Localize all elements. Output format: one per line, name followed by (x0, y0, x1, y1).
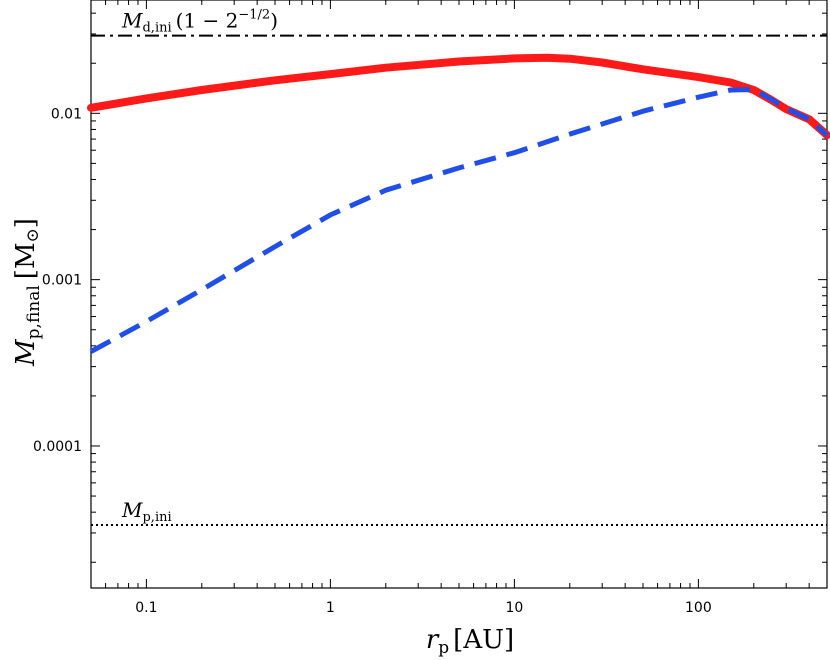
tick-labels: 0.1 1 10 100 0.0001 0.001 0.01 (33, 106, 712, 616)
series-lines (87, 53, 830, 354)
reference-label: Mp,ini (121, 498, 172, 525)
reference-lines (91, 34, 827, 526)
x-tick-label: 1 (326, 600, 335, 616)
y-axis-title: Mp,final[M⊙] (11, 218, 44, 367)
y-tick-label: 0.001 (42, 273, 82, 289)
annotations: Md,ini (1 − 2−1/2) Mp,ini (121, 8, 278, 525)
y-tick-label: 0.01 (51, 106, 82, 122)
x-tick-label: 0.1 (135, 600, 157, 616)
x-tick-label: 10 (505, 600, 523, 616)
x-axis-title: rp [AU] (426, 625, 514, 658)
ticks (90, 0, 828, 588)
y-tick-label: 0.0001 (33, 439, 82, 455)
series-line-2 (89, 87, 829, 354)
series-line-1 (87, 53, 830, 140)
reference-label: Md,ini (1 − 2−1/2) (121, 8, 278, 36)
x-tick-label: 100 (685, 600, 712, 616)
